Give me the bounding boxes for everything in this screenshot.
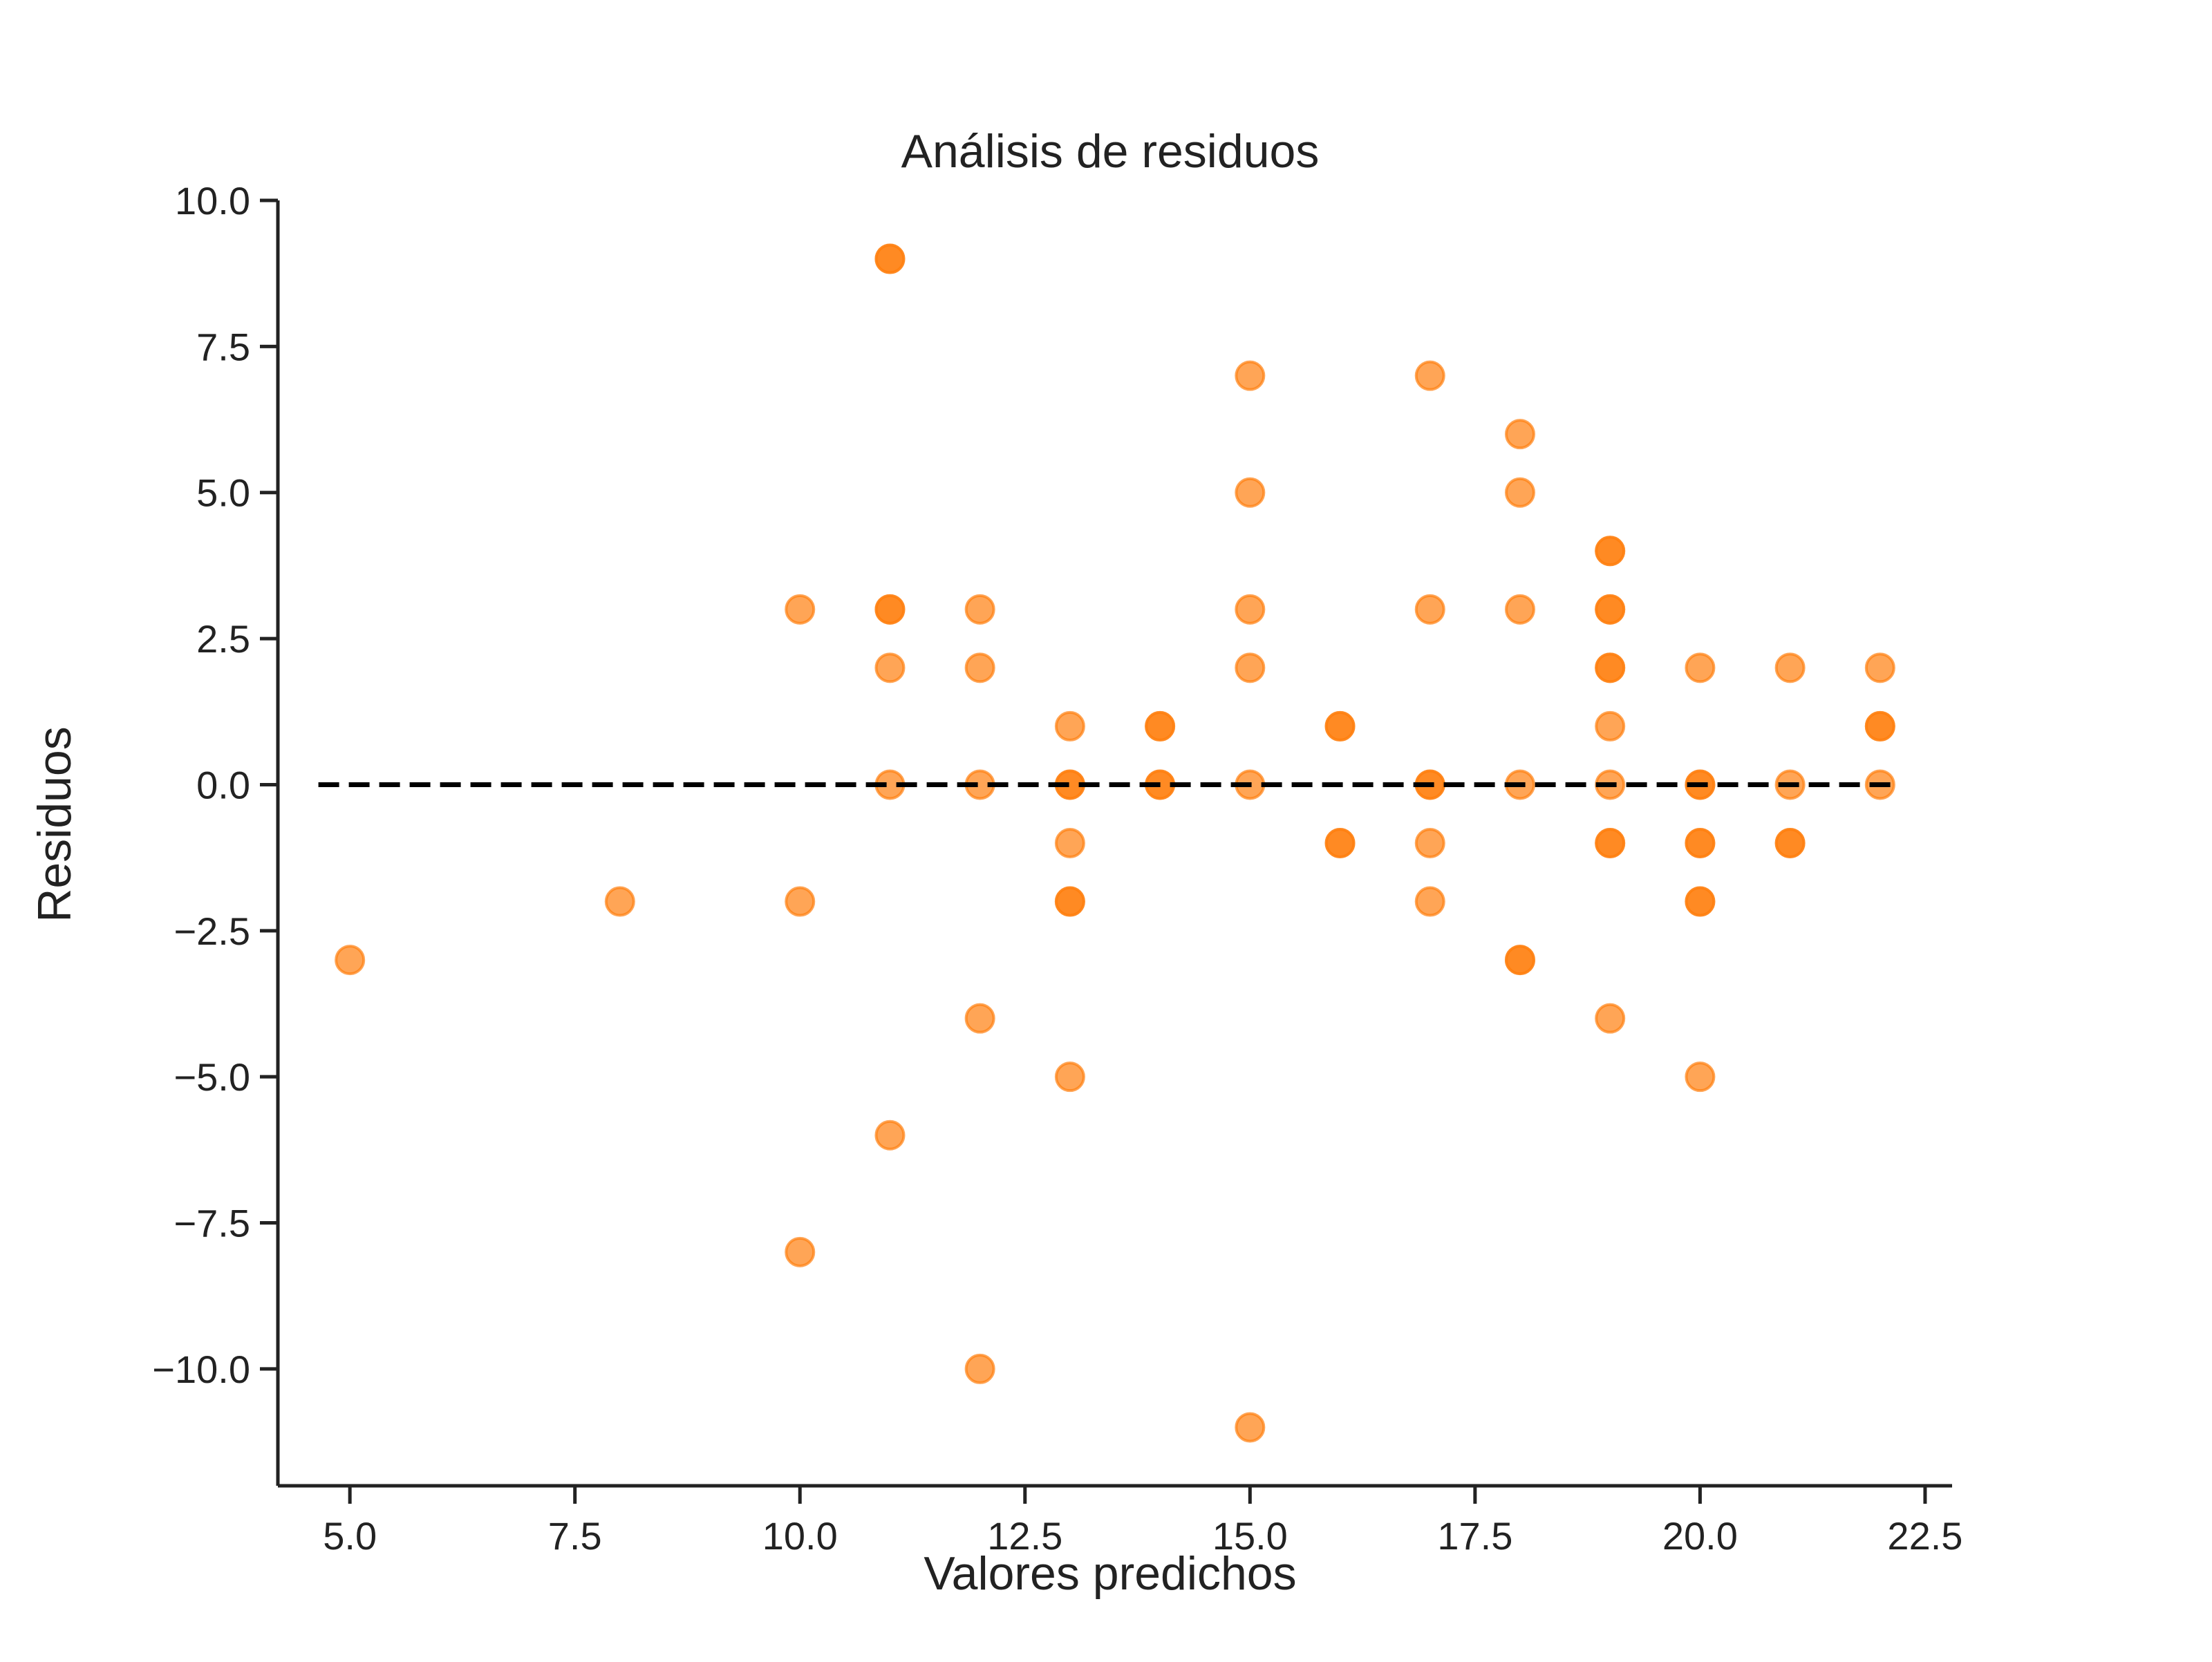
y-tick-label: 2.5 bbox=[196, 617, 250, 661]
scatter-point bbox=[785, 886, 816, 917]
scatter-point bbox=[1864, 652, 1895, 683]
x-tick-label: 15.0 bbox=[1212, 1514, 1288, 1558]
scatter-point bbox=[1054, 886, 1085, 917]
scatter-point bbox=[604, 886, 635, 917]
y-axis-title: Residuos bbox=[28, 726, 81, 923]
y-tick-label: 7.5 bbox=[196, 325, 250, 368]
chart-title: Análisis de residuos bbox=[901, 125, 1320, 178]
scatter-point bbox=[1324, 828, 1356, 858]
scatter-point bbox=[335, 945, 366, 976]
scatter-point bbox=[1504, 945, 1535, 976]
scatter-point bbox=[1595, 652, 1626, 683]
scatter-point bbox=[874, 652, 906, 683]
scatter-point bbox=[1774, 652, 1806, 683]
y-tick-label: −10.0 bbox=[152, 1348, 250, 1391]
scatter-point bbox=[874, 243, 906, 274]
scatter-point bbox=[874, 594, 906, 625]
x-tick-label: 17.5 bbox=[1437, 1514, 1512, 1558]
scatter-point bbox=[1145, 710, 1176, 742]
scatter-point bbox=[1235, 594, 1266, 625]
x-tick-label: 7.5 bbox=[548, 1514, 602, 1558]
y-tick-label: 0.0 bbox=[196, 763, 250, 806]
scatter-point bbox=[1685, 886, 1716, 917]
scatter-point bbox=[964, 594, 995, 625]
plot-area: 5.0 7.5 10.0 12.5 15.0 17.5 20.0 22.5 10.0 7.5 5.0… bbox=[152, 179, 1962, 1558]
scatter-point bbox=[785, 1236, 816, 1267]
scatter-point bbox=[1774, 828, 1806, 858]
scatter-point bbox=[1864, 710, 1895, 742]
scatter-point bbox=[964, 652, 995, 683]
y-tick-label: 5.0 bbox=[196, 471, 250, 515]
scatter-point bbox=[1054, 828, 1085, 858]
x-tick-label: 5.0 bbox=[323, 1514, 377, 1558]
scatter-point bbox=[785, 594, 816, 625]
scatter-point bbox=[1414, 360, 1445, 391]
scatter-point bbox=[1595, 710, 1626, 742]
x-tick-label: 20.0 bbox=[1662, 1514, 1738, 1558]
x-tick-label: 10.0 bbox=[762, 1514, 838, 1558]
scatter-point bbox=[964, 1353, 995, 1384]
scatter-point bbox=[1235, 477, 1266, 508]
scatter-point bbox=[874, 1120, 906, 1151]
scatter-point bbox=[964, 1003, 995, 1034]
y-tick-label: −5.0 bbox=[174, 1055, 250, 1099]
scatter-point bbox=[1595, 1003, 1626, 1034]
scatter-point bbox=[1414, 886, 1445, 917]
y-tick-label: 10.0 bbox=[175, 179, 250, 223]
scatter-point bbox=[1414, 594, 1445, 625]
scatter-point bbox=[1595, 594, 1626, 625]
scatter-point bbox=[1595, 536, 1626, 567]
scatter-point bbox=[1235, 1412, 1266, 1443]
scatter-point bbox=[1054, 710, 1085, 742]
scatter-point bbox=[1504, 419, 1535, 450]
x-tick-label: 12.5 bbox=[987, 1514, 1062, 1558]
scatter-point bbox=[1595, 828, 1626, 858]
scatter-point bbox=[1685, 1061, 1716, 1093]
y-tick-label: −2.5 bbox=[174, 909, 250, 953]
y-tick-label: −7.5 bbox=[174, 1202, 250, 1245]
scatter-point bbox=[1324, 710, 1356, 742]
scatter-point bbox=[1235, 652, 1266, 683]
x-axis-title: Valores predichos bbox=[924, 1547, 1296, 1600]
scatter-point bbox=[1414, 828, 1445, 858]
scatter-point bbox=[1504, 477, 1535, 508]
scatter-point bbox=[1054, 1061, 1085, 1093]
scatter-point bbox=[1504, 594, 1535, 625]
x-tick-label: 22.5 bbox=[1887, 1514, 1962, 1558]
scatter-point bbox=[1235, 360, 1266, 391]
scatter-point bbox=[1685, 652, 1716, 683]
scatter-point bbox=[1685, 828, 1716, 858]
